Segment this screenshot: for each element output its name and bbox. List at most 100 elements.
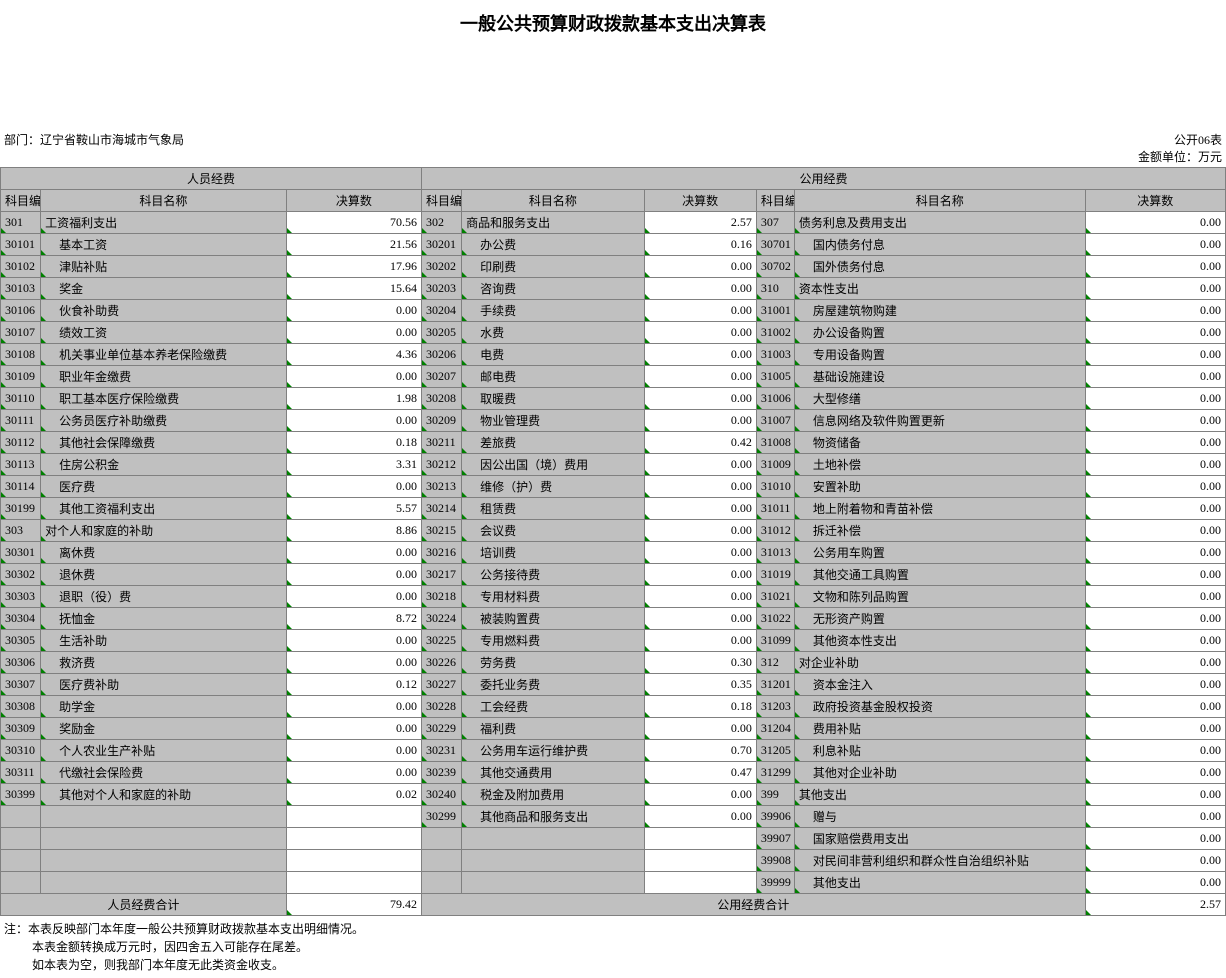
value-cell: 0.02: [286, 784, 421, 806]
value-cell: 4.36: [286, 344, 421, 366]
code-cell: 30302: [1, 564, 41, 586]
value-cell: 0.00: [286, 718, 421, 740]
table-row: 30299其他商品和服务支出0.0039906赠与0.00: [1, 806, 1226, 828]
code-cell: 30202: [422, 256, 462, 278]
name-cell: [462, 850, 644, 872]
value-cell: 0.00: [644, 630, 756, 652]
value-cell: 0.00: [644, 300, 756, 322]
code-cell: 30399: [1, 784, 41, 806]
value-cell: 0.00: [644, 718, 756, 740]
name-cell: 退职（役）费: [41, 586, 287, 608]
name-cell: 商品和服务支出: [462, 212, 644, 234]
name-cell: 代缴社会保险费: [41, 762, 287, 784]
col-name-1: 科目名称: [41, 190, 287, 212]
value-cell: 0.00: [1085, 344, 1225, 366]
table-row: 30305生活补助0.0030225专用燃料费0.0031099其他资本性支出0…: [1, 630, 1226, 652]
code-cell: 31204: [756, 718, 794, 740]
col-code-3: 科目编码: [756, 190, 794, 212]
code-cell: 399: [756, 784, 794, 806]
value-cell: 8.72: [286, 608, 421, 630]
notes: 注：本表反映部门本年度一般公共预算财政拨款基本支出明细情况。 本表金额转换成万元…: [0, 916, 1226, 978]
code-cell: 30305: [1, 630, 41, 652]
name-cell: 咨询费: [462, 278, 644, 300]
value-cell: 0.00: [286, 542, 421, 564]
code-cell: 30311: [1, 762, 41, 784]
name-cell: 资本金注入: [794, 674, 1085, 696]
name-cell: 退休费: [41, 564, 287, 586]
code-cell: [1, 828, 41, 850]
dept-info: 部门：辽宁省鞍山市海城市气象局: [4, 131, 184, 165]
name-cell: [41, 850, 287, 872]
name-cell: 职工基本医疗保险缴费: [41, 388, 287, 410]
value-cell: [286, 828, 421, 850]
name-cell: 离休费: [41, 542, 287, 564]
value-cell: 15.64: [286, 278, 421, 300]
name-cell: 印刷费: [462, 256, 644, 278]
value-cell: 17.96: [286, 256, 421, 278]
name-cell: 资本性支出: [794, 278, 1085, 300]
name-cell: 奖励金: [41, 718, 287, 740]
value-cell: 0.00: [1085, 432, 1225, 454]
table-row: 39907国家赔偿费用支出0.00: [1, 828, 1226, 850]
value-cell: 0.00: [1085, 806, 1225, 828]
code-cell: 31099: [756, 630, 794, 652]
code-cell: 30211: [422, 432, 462, 454]
code-cell: 30309: [1, 718, 41, 740]
code-cell: 30217: [422, 564, 462, 586]
code-cell: 30204: [422, 300, 462, 322]
value-cell: 0.47: [644, 762, 756, 784]
name-cell: 劳务费: [462, 652, 644, 674]
value-cell: 2.57: [644, 212, 756, 234]
table-row: 30109职业年金缴费0.0030207邮电费0.0031005基础设施建设0.…: [1, 366, 1226, 388]
name-cell: 公务用车购置: [794, 542, 1085, 564]
code-cell: 30199: [1, 498, 41, 520]
code-cell: 39907: [756, 828, 794, 850]
value-cell: 0.00: [644, 256, 756, 278]
personnel-header: 人员经费: [1, 168, 422, 190]
value-cell: 0.00: [1085, 872, 1225, 894]
page-title: 一般公共预算财政拨款基本支出决算表: [0, 0, 1226, 41]
name-cell: 医疗费: [41, 476, 287, 498]
table-row: 30113住房公积金3.3130212因公出国（境）费用0.0031009土地补…: [1, 454, 1226, 476]
public-header: 公用经费: [422, 168, 1226, 190]
code-cell: 30229: [422, 718, 462, 740]
table-row: 30308助学金0.0030228工会经费0.1831203政府投资基金股权投资…: [1, 696, 1226, 718]
dept-name: 辽宁省鞍山市海城市气象局: [40, 133, 184, 147]
col-value-2: 决算数: [644, 190, 756, 212]
code-cell: 31006: [756, 388, 794, 410]
name-cell: 专用材料费: [462, 586, 644, 608]
code-cell: 31009: [756, 454, 794, 476]
name-cell: 电费: [462, 344, 644, 366]
name-cell: 办公费: [462, 234, 644, 256]
name-cell: 手续费: [462, 300, 644, 322]
name-cell: 文物和陈列品购置: [794, 586, 1085, 608]
name-cell: 其他社会保障缴费: [41, 432, 287, 454]
name-cell: 其他资本性支出: [794, 630, 1085, 652]
code-cell: 30304: [1, 608, 41, 630]
code-cell: 302: [422, 212, 462, 234]
value-cell: 0.00: [644, 608, 756, 630]
personnel-total-value: 79.42: [286, 894, 421, 916]
value-cell: 0.00: [644, 564, 756, 586]
value-cell: 0.00: [1085, 476, 1225, 498]
code-cell: 30112: [1, 432, 41, 454]
code-cell: 31012: [756, 520, 794, 542]
code-cell: 31203: [756, 696, 794, 718]
value-cell: 0.00: [286, 652, 421, 674]
code-cell: 31022: [756, 608, 794, 630]
value-cell: [644, 872, 756, 894]
value-cell: 0.00: [1085, 784, 1225, 806]
value-cell: 0.12: [286, 674, 421, 696]
value-cell: 0.42: [644, 432, 756, 454]
code-cell: 30307: [1, 674, 41, 696]
table-row: 30114医疗费0.0030213维修（护）费0.0031010安置补助0.00: [1, 476, 1226, 498]
name-cell: 物资储备: [794, 432, 1085, 454]
value-cell: 0.00: [644, 498, 756, 520]
code-cell: 30203: [422, 278, 462, 300]
value-cell: 0.00: [644, 520, 756, 542]
name-cell: 机关事业单位基本养老保险缴费: [41, 344, 287, 366]
name-cell: 生活补助: [41, 630, 287, 652]
value-cell: 0.00: [286, 476, 421, 498]
table-row: 30102津贴补贴17.9630202印刷费0.0030702国外债务付息0.0…: [1, 256, 1226, 278]
table-body: 301工资福利支出70.56302商品和服务支出2.57307债务利息及费用支出…: [1, 212, 1226, 894]
